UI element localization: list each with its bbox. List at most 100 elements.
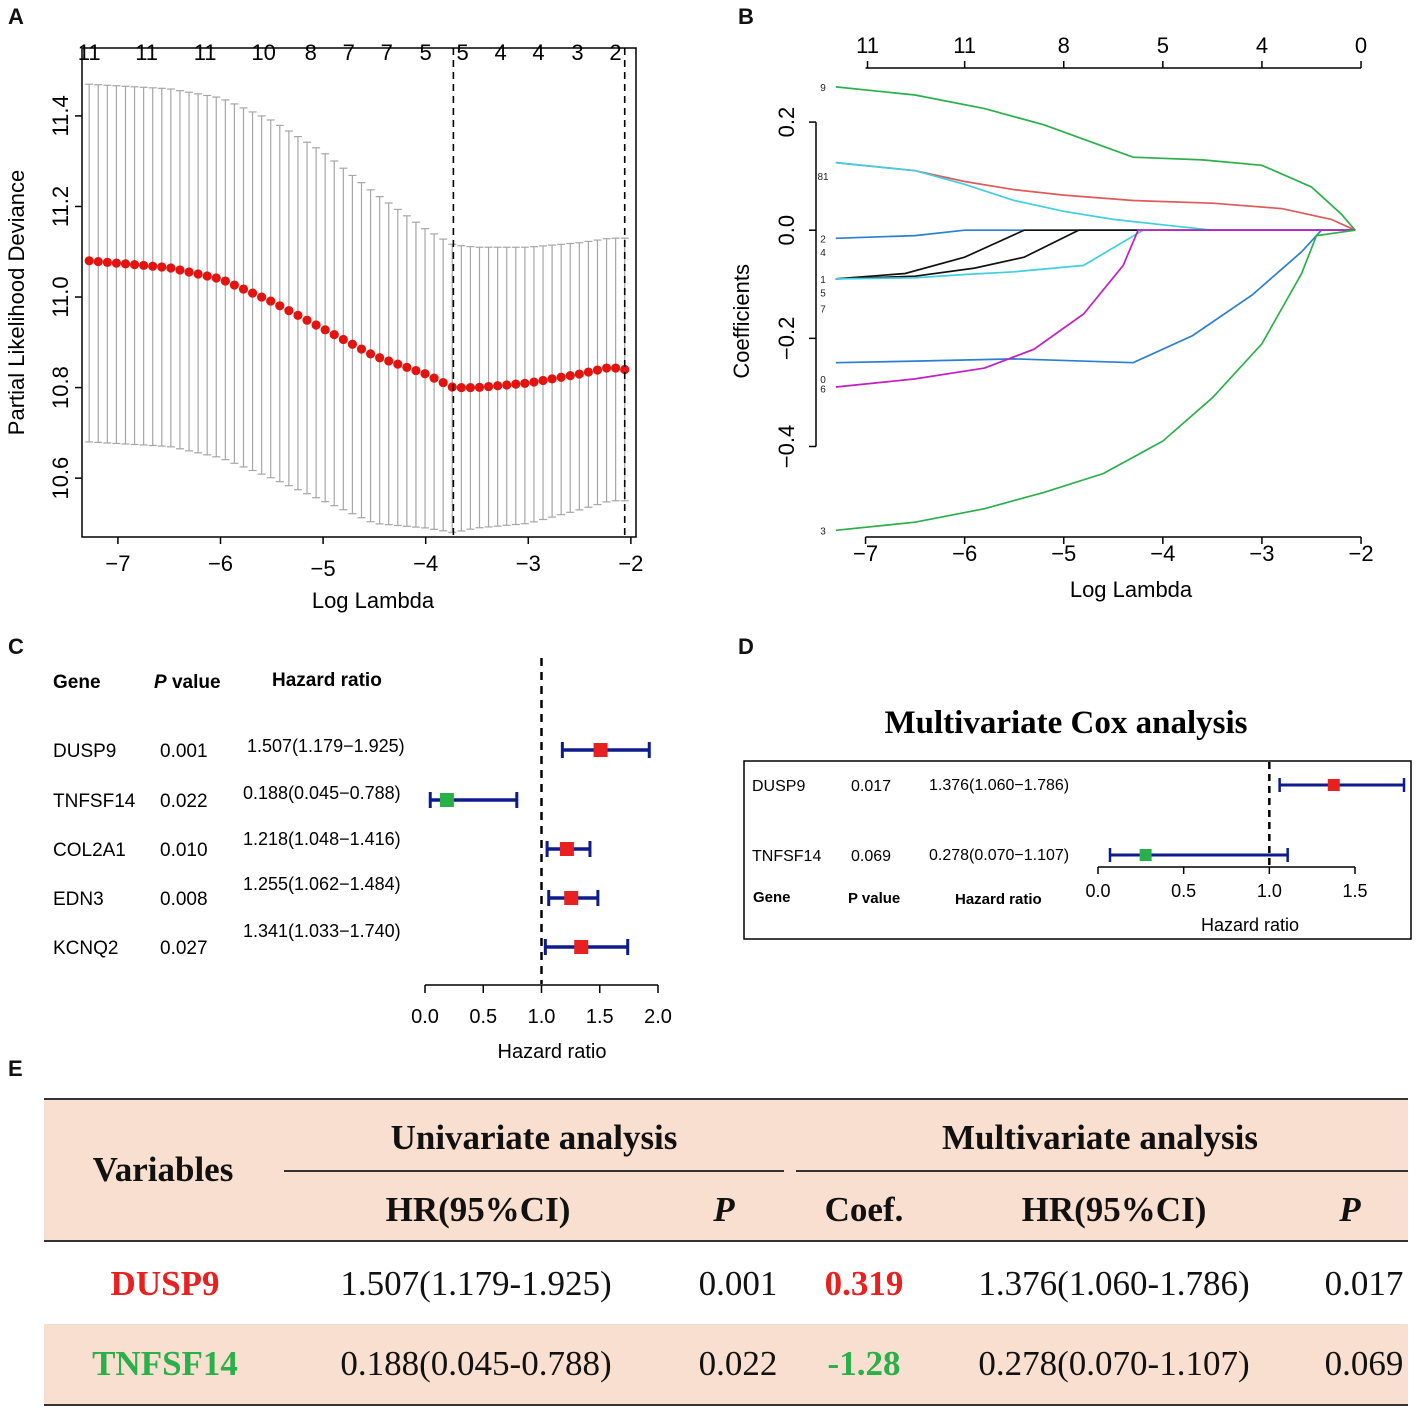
deviance-point-a bbox=[529, 377, 539, 387]
deviance-point-a bbox=[238, 284, 249, 294]
gene-label-c: DUSP9 bbox=[53, 741, 116, 762]
header-hr-c: Hazard ratio bbox=[272, 670, 382, 691]
x-tick-label-c: 1.5 bbox=[586, 1006, 614, 1028]
coef-path-b bbox=[835, 229, 1356, 280]
plot-frame-a bbox=[81, 47, 637, 538]
header-gene-c: Gene bbox=[53, 672, 101, 693]
x-tick-label-c: 0.0 bbox=[411, 1006, 439, 1028]
multivariate-underline bbox=[796, 1170, 1408, 1172]
top-axis-label-a: 4 bbox=[494, 40, 506, 65]
deviance-point-a bbox=[538, 375, 548, 386]
deviance-point-a bbox=[592, 365, 603, 375]
deviance-point-a bbox=[338, 334, 348, 345]
deviance-point-a bbox=[275, 301, 285, 311]
top-axis-label-a: 7 bbox=[343, 40, 355, 65]
frame-d bbox=[743, 760, 1412, 940]
deviance-point-a bbox=[556, 372, 566, 382]
deviance-point-a bbox=[329, 330, 339, 340]
hr-marker-c bbox=[574, 940, 589, 954]
deviance-point-a bbox=[247, 288, 258, 298]
row-coef: -1.28 bbox=[827, 1344, 901, 1383]
top-axis-label-b: 8 bbox=[1058, 33, 1070, 58]
univariate-header: Univariate analysis bbox=[390, 1118, 678, 1157]
gene-label-d: DUSP9 bbox=[752, 778, 805, 795]
y-tick-label-a: 11.2 bbox=[48, 186, 73, 227]
top-axis-label-a: 11 bbox=[194, 40, 217, 65]
x-tick-label-b: −5 bbox=[1051, 541, 1076, 566]
gene-label-c: KCNQ2 bbox=[53, 938, 118, 959]
top-axis-label-a: 5 bbox=[456, 40, 468, 65]
y-axis-title-a: Partial Likelihood Deviance bbox=[4, 170, 29, 435]
x-tick-label-d: 1.5 bbox=[1342, 881, 1367, 901]
deviance-point-a bbox=[102, 257, 112, 267]
deviance-point-a bbox=[384, 356, 394, 366]
top-axis-label-a: 4 bbox=[532, 40, 544, 65]
y-tick-label-b: −0.2 bbox=[774, 317, 799, 360]
deviance-point-a bbox=[465, 382, 476, 393]
panel-letter-b: B bbox=[738, 4, 754, 29]
row-uni-hr: 0.188(0.045-0.788) bbox=[340, 1344, 612, 1383]
path-label-b: 0 bbox=[820, 375, 826, 386]
deviance-point-a bbox=[601, 363, 612, 373]
pvalue-d: 0.017 bbox=[851, 778, 891, 795]
deviance-point-a bbox=[502, 380, 512, 390]
x-tick-label-b: −4 bbox=[1150, 541, 1175, 566]
row-name-dusp9: DUSP9 bbox=[110, 1264, 220, 1303]
header-pvalue-c: P value bbox=[154, 672, 221, 693]
deviance-point-a bbox=[175, 265, 185, 275]
header-rule bbox=[44, 1240, 1408, 1242]
hr-marker-c bbox=[439, 793, 454, 807]
title-d: Multivariate Cox analysis bbox=[885, 705, 1248, 741]
deviance-point-a bbox=[211, 273, 221, 283]
deviance-point-a bbox=[111, 258, 122, 268]
top-axis-label-b: 5 bbox=[1157, 33, 1169, 58]
top-axis-label-b: 11 bbox=[953, 33, 976, 58]
hr-text-c: 1.218(1.048−1.416) bbox=[243, 829, 401, 849]
coef-path-b bbox=[835, 161, 1356, 231]
coef-path-b bbox=[835, 229, 1356, 280]
header-gene-d: Gene bbox=[753, 889, 791, 906]
coef-path-b bbox=[835, 229, 1356, 240]
hr-marker-c bbox=[593, 743, 608, 757]
deviance-point-a bbox=[139, 260, 149, 271]
deviance-point-a bbox=[356, 344, 367, 354]
top-axis-label-b: 4 bbox=[1256, 33, 1268, 58]
variables-header: Variables bbox=[92, 1150, 234, 1189]
deviance-point-a bbox=[293, 310, 303, 321]
deviance-point-a bbox=[493, 381, 503, 391]
x-tick-label-d: 0.5 bbox=[1171, 881, 1196, 901]
uni-hr-header: HR(95%CI) bbox=[385, 1190, 571, 1229]
row-multi-hr: 1.376(1.060-1.786) bbox=[978, 1264, 1250, 1303]
top-axis-label-b: 0 bbox=[1355, 33, 1367, 58]
deviance-point-a bbox=[420, 369, 430, 379]
gene-label-d: TNFSF14 bbox=[752, 848, 821, 865]
table-header-band bbox=[44, 1098, 1408, 1240]
coef-path-b bbox=[835, 86, 1356, 231]
y-tick-label-a: 11.0 bbox=[48, 276, 73, 317]
deviance-point-a bbox=[257, 292, 267, 302]
panel-letter-a: A bbox=[8, 4, 24, 29]
panel-letter-c: C bbox=[8, 634, 24, 659]
x-tick-label-b: −6 bbox=[952, 541, 977, 566]
path-label-b: 81 bbox=[817, 172, 829, 183]
x-tick-label-a: −6 bbox=[208, 551, 233, 576]
top-axis-label-a: 8 bbox=[305, 40, 317, 65]
top-rule bbox=[44, 1098, 1408, 1100]
row-uni-hr: 1.507(1.179-1.925) bbox=[340, 1264, 612, 1303]
deviance-point-a bbox=[620, 364, 630, 375]
y-tick-label-b: 0.0 bbox=[774, 215, 799, 246]
deviance-point-a bbox=[474, 382, 485, 392]
top-axis-label-a: 11 bbox=[78, 40, 101, 65]
deviance-point-a bbox=[511, 379, 521, 389]
panel-letter-e: E bbox=[8, 1056, 23, 1081]
coef-header: Coef. bbox=[824, 1190, 904, 1229]
x-tick-label-d: 0.0 bbox=[1085, 881, 1110, 901]
deviance-point-a bbox=[157, 262, 167, 272]
x-tick-label-b: −7 bbox=[853, 541, 878, 566]
x-tick-label-d: 1.0 bbox=[1257, 881, 1282, 901]
deviance-point-a bbox=[320, 325, 330, 335]
charts-canvas: −7 −6 −5 −4 −3 −210.610.811.011.211.411 11 11 10… bbox=[4, 33, 1412, 1063]
hr-marker-c bbox=[559, 842, 574, 856]
x-tick-label-a: −3 bbox=[516, 551, 541, 576]
table-row-band bbox=[44, 1324, 1408, 1404]
